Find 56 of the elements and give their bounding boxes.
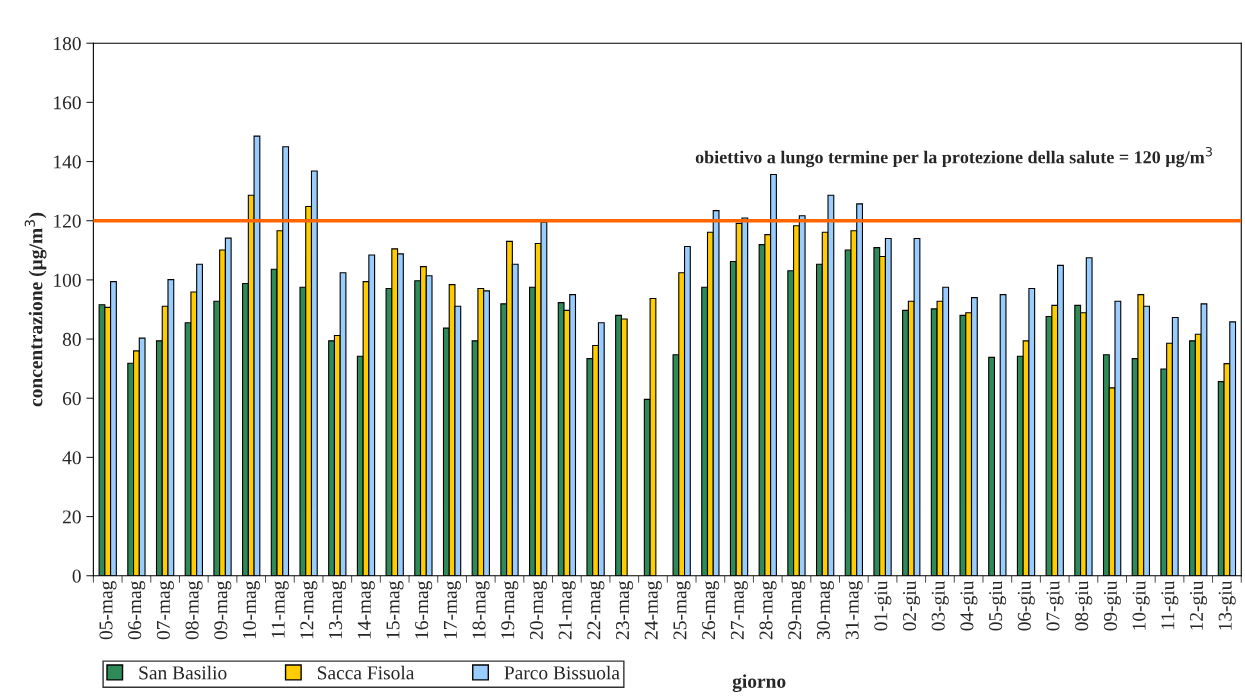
x-tick-label: 11-mag xyxy=(271,580,289,638)
x-tick-label: 10-giu xyxy=(1132,580,1150,630)
x-tick-label: 24-mag xyxy=(644,580,662,640)
x-tick-label: 31-mag xyxy=(845,580,863,640)
x-tick-label: 07-mag xyxy=(156,580,174,640)
legend-label: Parco Bissuola xyxy=(504,665,620,680)
x-tick-label: 08-mag xyxy=(185,580,203,640)
x-tick-label: 04-giu xyxy=(960,580,978,631)
x-tick-label: 01-giu xyxy=(874,580,892,631)
y-tick-label: 100 xyxy=(54,273,81,287)
y-tick-label: 80 xyxy=(62,332,81,346)
x-tick-label: 22-mag xyxy=(587,580,605,640)
legend-label: Sacca Fisola xyxy=(317,665,415,680)
x-tick-label: 02-giu xyxy=(902,580,921,631)
x-tick-label: 05-mag xyxy=(99,580,117,640)
x-tick-label: 14-mag xyxy=(357,580,375,639)
x-tick-label: 23-mag xyxy=(616,580,634,640)
y-tick-label: 60 xyxy=(62,392,81,406)
y-tick-label: 0 xyxy=(72,569,81,583)
x-tick-label: 09-mag xyxy=(214,580,232,640)
y-tick-label: 180 xyxy=(54,37,81,51)
x-tick-label: 18-mag xyxy=(472,580,490,639)
x-tick-label: 10-mag xyxy=(242,580,261,639)
x-tick-label: 06-giu xyxy=(1017,580,1035,631)
x-tick-label: 12-giu xyxy=(1189,580,1208,630)
x-tick-label: 28-mag xyxy=(759,580,777,640)
x-tick-label: 30-mag xyxy=(816,580,834,640)
y-tick-label: 140 xyxy=(54,155,81,169)
y-tick-label: 160 xyxy=(54,96,81,110)
x-tick-label: 11-giu xyxy=(1161,580,1179,629)
x-tick-label: 12-mag xyxy=(300,580,318,639)
x-tick-label: 26-mag xyxy=(702,580,720,640)
x-tick-label: 25-mag xyxy=(673,580,691,640)
x-tick-label: 21-mag xyxy=(558,580,576,640)
x-tick-label: 17-mag xyxy=(443,580,461,639)
x-tick-label: 16-mag xyxy=(415,580,433,639)
x-tick-label: 08-giu xyxy=(1075,580,1093,631)
legend-label: San Basilio xyxy=(139,665,227,680)
x-tick-label: 09-giu xyxy=(1103,580,1121,631)
x-tick-label: 13-giu xyxy=(1218,580,1236,630)
y-axis-title: concentrazione (µg/m$^{3}$) xyxy=(24,212,47,407)
ref-line-label: obiettivo a lungo termine per la protezione della salute = 120 µg/m$^{3}$ xyxy=(695,146,1212,168)
x-tick-label: 19-mag xyxy=(501,580,519,639)
y-tick-label: 40 xyxy=(62,451,81,465)
x-tick-label: 20-mag xyxy=(529,580,547,640)
x-tick-label: 15-mag xyxy=(386,580,404,639)
x-axis-title: giorno xyxy=(732,674,786,693)
x-tick-label: 29-mag xyxy=(788,580,806,640)
x-tick-label: 06-mag xyxy=(128,580,146,640)
y-tick-label: 120 xyxy=(54,214,81,228)
x-tick-label: 13-mag xyxy=(329,580,347,639)
x-tick-label: 07-giu xyxy=(1046,580,1064,631)
x-tick-label: 03-giu xyxy=(931,580,949,631)
x-tick-label: 27-mag xyxy=(730,580,748,640)
y-tick-label: 20 xyxy=(62,510,81,524)
x-tick-label: 05-giu xyxy=(989,580,1007,631)
